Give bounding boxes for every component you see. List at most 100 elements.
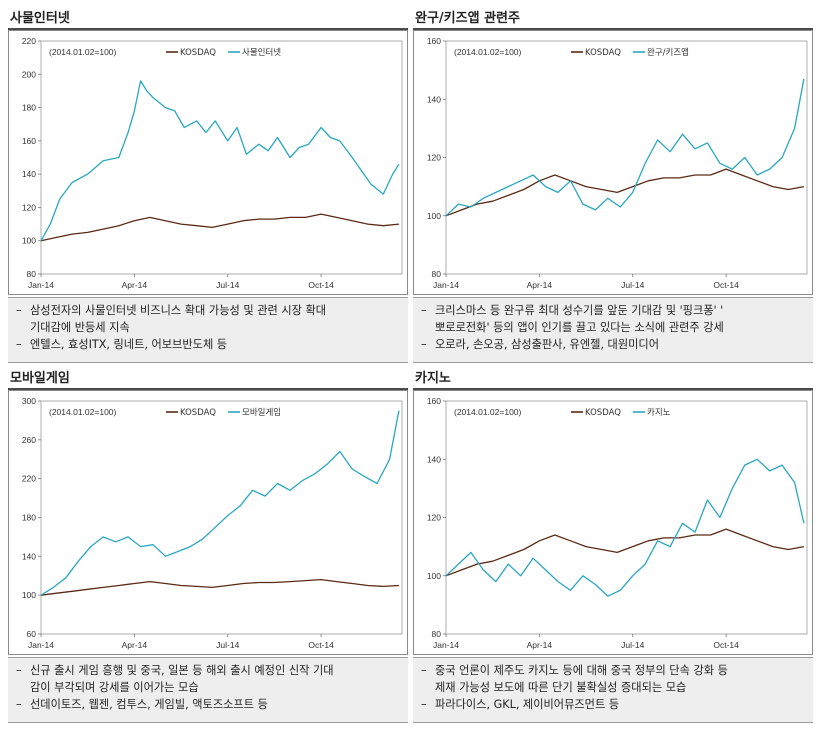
line-chart: 80 100 120 140 160 Jan-14 Apr-14 Jul-14 Oct-14 (2…	[427, 36, 808, 290]
legend-label: KOSDAQ	[585, 48, 621, 58]
y-tick-label: 120	[427, 153, 441, 163]
notes-box: – 신규 출시 게임 흥행 및 중국, 일본 등 해외 출시 예정인 신작 기대 감…	[8, 657, 408, 723]
x-tick-label: Jan-14	[28, 640, 54, 650]
x-tick-label: Oct-14	[713, 280, 739, 290]
x-tick-label: Jul-14	[621, 280, 644, 290]
legend-label: 완구/키즈앱	[647, 47, 689, 58]
panel-title: 사물인터넷	[8, 8, 408, 30]
x-tick-label: Jan-14	[433, 280, 459, 290]
note-item: – 크리스마스 등 완구류 최대 성수기를 앞둔 기대감 및 '핑크퐁' ' 뽀로로…	[421, 304, 724, 334]
y-tick-label: 160	[427, 396, 441, 406]
y-tick-label: 140	[427, 94, 441, 104]
y-tick-label: 100	[427, 211, 441, 221]
series-line-kosdaq	[445, 528, 805, 577]
plot-frame	[40, 40, 403, 275]
dash-bullet: –	[16, 304, 22, 317]
y-tick-label: 140	[427, 454, 441, 464]
line-chart: 60 100 140 180 220 260 300 Jan-14 Apr-14 Jul-14 Oc…	[22, 396, 403, 650]
y-tick-label: 80	[432, 629, 442, 639]
y-tick-label: 300	[22, 396, 36, 406]
plot-frame	[445, 40, 808, 275]
note-item: – 선데이토즈, 웹젠, 컴투스, 게임빌, 액토즈소프트 등	[16, 698, 268, 711]
note-item: – 오로라, 손오공, 삼성출판사, 유엔젤, 대원미디어	[421, 338, 660, 351]
x-tick-label: Apr-14	[122, 280, 148, 290]
series-line-theme	[445, 458, 805, 597]
panel-iot: 사물인터넷 80 100 120 140 160 180 200 220 Jan-14 Apr-1…	[8, 8, 408, 363]
y-tick-label: 220	[22, 474, 36, 484]
chart-area: 80 100 120 140 160 180 200 220 Jan-14 Apr-14 Jul-1…	[8, 30, 408, 295]
y-tick-label: 160	[427, 36, 441, 46]
dash-bullet: –	[16, 698, 22, 711]
note-item: – 파라다이스, GKL, 제이비어뮤즈먼트 등	[421, 698, 620, 711]
notes-box: – 삼성전자의 사물인터넷 비즈니스 확대 가능성 및 관련 시장 확대 기대감에 …	[8, 297, 408, 363]
y-tick-label: 80	[27, 269, 37, 279]
x-tick-label: Apr-14	[527, 280, 553, 290]
chart-area: 80 100 120 140 160 Jan-14 Apr-14 Jul-14 Oct-14 (2…	[413, 390, 813, 655]
series-line-theme	[445, 78, 805, 217]
legend-label: KOSDAQ	[180, 408, 216, 418]
legend-label: 사물인터넷	[242, 47, 281, 58]
series-line-theme	[40, 80, 400, 242]
dash-bullet: –	[16, 664, 22, 677]
series-line-kosdaq	[445, 168, 805, 217]
y-tick-label: 180	[22, 513, 36, 523]
y-tick-label: 260	[22, 435, 36, 445]
y-tick-label: 200	[22, 69, 36, 79]
panel-casino: 카지노 80 100 120 140 160 Jan-14 Apr-14 Jul-14 Oct-…	[413, 368, 813, 723]
x-tick-label: Oct-14	[308, 640, 334, 650]
y-tick-label: 80	[432, 269, 442, 279]
notes-box: – 중국 언론이 제주도 카지노 등에 대해 중국 정부의 단속 강화 등 제재 가…	[413, 657, 813, 723]
legend-label: 카지노	[647, 408, 671, 418]
dash-bullet: –	[421, 664, 427, 677]
series-line-theme	[40, 410, 400, 596]
note-item: – 중국 언론이 제주도 카지노 등에 대해 중국 정부의 단속 강화 등 제재 가…	[421, 664, 728, 694]
y-tick-label: 220	[22, 36, 36, 46]
y-tick-label: 100	[427, 571, 441, 581]
dash-bullet: –	[16, 338, 22, 351]
legend-label: KOSDAQ	[180, 48, 216, 58]
y-tick-label: 140	[22, 551, 36, 561]
panel-mobile-game: 모바일게임 60 100 140 180 220 260 300 Jan-14 Apr-14 Ju…	[8, 368, 408, 723]
series-line-kosdaq	[40, 213, 399, 242]
x-tick-label: Apr-14	[527, 640, 553, 650]
line-chart: 80 100 120 140 160 Jan-14 Apr-14 Jul-14 Oct-14 (2…	[427, 396, 808, 650]
index-base-label: (2014.01.02=100)	[49, 47, 117, 57]
panel-title: 카지노	[413, 368, 813, 390]
y-tick-label: 160	[22, 136, 36, 146]
index-base-label: (2014.01.02=100)	[49, 407, 117, 417]
y-tick-label: 120	[22, 202, 36, 212]
x-tick-label: Jan-14	[28, 280, 54, 290]
x-tick-label: Jul-14	[621, 640, 644, 650]
x-tick-label: Jul-14	[216, 280, 239, 290]
index-base-label: (2014.01.02=100)	[454, 47, 522, 57]
chart-area: 60 100 140 180 220 260 300 Jan-14 Apr-14 Jul-14 Oc…	[8, 390, 408, 655]
line-chart: 80 100 120 140 160 180 200 220 Jan-14 Apr-14 Jul-1…	[22, 36, 403, 290]
x-tick-label: Jan-14	[433, 640, 459, 650]
note-item: – 신규 출시 게임 흥행 및 중국, 일본 등 해외 출시 예정인 신작 기대 감…	[16, 664, 334, 694]
plot-frame	[445, 400, 808, 635]
note-item: – 삼성전자의 사물인터넷 비즈니스 확대 가능성 및 관련 시장 확대 기대감에 …	[16, 304, 327, 334]
y-tick-label: 100	[22, 590, 36, 600]
notes-box: – 크리스마스 등 완구류 최대 성수기를 앞둔 기대감 및 '핑크퐁' ' 뽀로로…	[413, 297, 813, 363]
y-tick-label: 180	[22, 103, 36, 113]
chart-area: 80 100 120 140 160 Jan-14 Apr-14 Jul-14 Oct-14 (2…	[413, 30, 813, 295]
legend-label: KOSDAQ	[585, 408, 621, 418]
y-tick-label: 140	[22, 169, 36, 179]
panel-title: 완구/키즈앱 관련주	[413, 8, 813, 30]
legend-label: 모바일게임	[242, 407, 281, 418]
y-tick-label: 120	[427, 513, 441, 523]
index-base-label: (2014.01.02=100)	[454, 407, 522, 417]
dash-bullet: –	[421, 698, 427, 711]
series-line-kosdaq	[40, 578, 399, 596]
x-tick-label: Apr-14	[122, 640, 148, 650]
x-tick-label: Oct-14	[308, 280, 334, 290]
x-tick-label: Oct-14	[713, 640, 739, 650]
panel-toys-kidsapp: 완구/키즈앱 관련주 80 100 120 140 160 Jan-14 Apr-14 Jul…	[413, 8, 813, 363]
dash-bullet: –	[421, 304, 427, 317]
y-tick-label: 60	[27, 629, 37, 639]
note-item: – 엔텔스, 효성ITX, 링네트, 어보브반도체 등	[16, 338, 228, 351]
x-tick-label: Jul-14	[216, 640, 239, 650]
dash-bullet: –	[421, 338, 427, 351]
panel-title: 모바일게임	[8, 368, 408, 390]
y-tick-label: 100	[22, 236, 36, 246]
